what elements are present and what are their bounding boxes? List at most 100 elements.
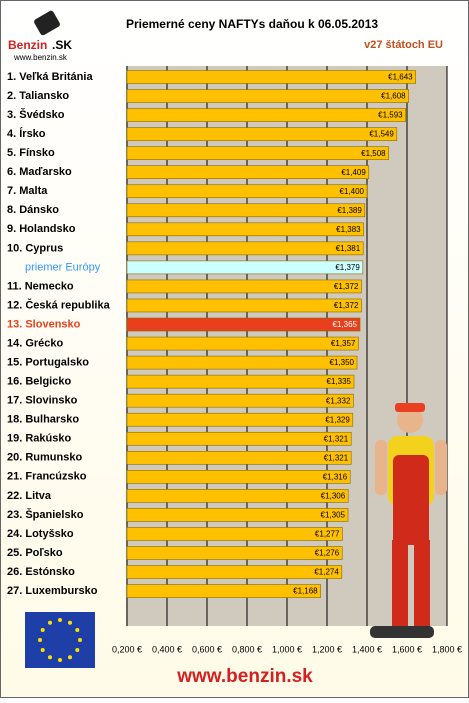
mascot-cap bbox=[395, 403, 425, 412]
bar bbox=[126, 241, 364, 256]
bar bbox=[126, 450, 352, 465]
y-tick-label: 18. Bulharsko bbox=[7, 414, 79, 426]
y-tick-label: 17. Slovinsko bbox=[7, 395, 78, 407]
bar bbox=[126, 489, 349, 503]
star bbox=[78, 638, 82, 642]
star bbox=[75, 628, 80, 632]
value-label: €1,593 bbox=[378, 111, 403, 120]
value-label: €1,643 bbox=[388, 73, 413, 82]
x-tick-label: 0,400 € bbox=[152, 644, 182, 654]
y-tick-label: 6. Maďarsko bbox=[7, 166, 72, 178]
y-tick-label: 27. Luxembursko bbox=[7, 585, 98, 597]
value-label: €1,335 bbox=[327, 377, 352, 386]
x-tick-label: 1,200 € bbox=[312, 644, 342, 654]
y-tick-label: 20. Rumunsko bbox=[7, 452, 82, 464]
value-label: €1,372 bbox=[334, 282, 359, 291]
bar bbox=[126, 146, 389, 160]
bar bbox=[126, 336, 359, 351]
value-label: €1,409 bbox=[341, 168, 366, 177]
star bbox=[38, 638, 42, 642]
bar bbox=[126, 165, 370, 179]
bar bbox=[126, 203, 366, 218]
mascot-arm bbox=[375, 440, 387, 495]
bar bbox=[126, 260, 364, 275]
mascot-head bbox=[397, 407, 423, 433]
y-tick-label: 26. Estónsko bbox=[7, 566, 75, 578]
bar bbox=[126, 412, 354, 427]
value-label: €1,332 bbox=[326, 396, 351, 405]
y-tick-label: 10. Cyprus bbox=[7, 242, 63, 254]
star bbox=[68, 655, 72, 660]
y-tick-label: 19. Rakúsko bbox=[7, 433, 71, 445]
bar bbox=[126, 565, 343, 579]
value-label: €1,168 bbox=[293, 587, 318, 596]
mascot-shoes bbox=[370, 626, 434, 638]
bar bbox=[126, 546, 343, 560]
value-label: €1,316 bbox=[323, 472, 348, 481]
x-tick-label: 0,600 € bbox=[192, 644, 222, 654]
y-tick-label: 8. Dánsko bbox=[7, 204, 59, 216]
x-tick-label: 1,000 € bbox=[272, 644, 302, 654]
bar bbox=[126, 279, 362, 294]
bar bbox=[126, 393, 354, 408]
bar bbox=[126, 70, 416, 84]
bar bbox=[126, 508, 349, 522]
y-tick-label: 9. Holandsko bbox=[7, 223, 76, 235]
logo: Benzin .SK www.benzin.sk bbox=[8, 10, 72, 62]
bar bbox=[126, 431, 352, 446]
eu-flag bbox=[25, 612, 95, 668]
bar bbox=[126, 317, 361, 332]
bar bbox=[126, 89, 409, 103]
bar bbox=[126, 222, 364, 237]
value-label: €1,306 bbox=[321, 491, 346, 500]
value-label: €1,400 bbox=[340, 187, 365, 196]
x-tick-label: 1,800 € bbox=[432, 644, 462, 654]
mascot-leg bbox=[392, 540, 408, 630]
value-label: €1,608 bbox=[381, 92, 406, 101]
x-tick-label: 0,200 € bbox=[112, 644, 142, 654]
y-tick-label: 23. Španielsko bbox=[7, 508, 84, 521]
star bbox=[68, 620, 72, 625]
value-label: €1,350 bbox=[330, 358, 355, 367]
footer: www.benzin.sk bbox=[176, 666, 313, 687]
y-tick-label: 21. Francúzsko bbox=[7, 471, 87, 483]
y-tick-label: 7. Malta bbox=[7, 185, 48, 197]
value-label: €1,321 bbox=[324, 434, 349, 443]
logo-brand: Benzin bbox=[8, 38, 47, 52]
logo-url: www.benzin.sk bbox=[13, 53, 68, 62]
bar bbox=[126, 527, 343, 541]
bar bbox=[126, 184, 368, 199]
value-label: €1,365 bbox=[333, 320, 358, 329]
x-tick-label: 0,800 € bbox=[232, 644, 262, 654]
bar bbox=[126, 374, 355, 389]
chart-subtitle: v27 štátoch EU bbox=[364, 39, 443, 51]
y-tick-label: 13. Slovensko bbox=[7, 318, 81, 330]
y-tick-label: 24. Lotyšsko bbox=[7, 528, 74, 540]
star bbox=[48, 655, 52, 660]
mascot-overalls bbox=[393, 455, 429, 545]
logo-icon bbox=[34, 10, 60, 36]
bar bbox=[126, 470, 351, 484]
value-label: €1,277 bbox=[315, 530, 340, 539]
y-tick-label: 25. Poľsko bbox=[7, 547, 63, 559]
y-tick-label: 2. Taliansko bbox=[7, 90, 69, 102]
bar bbox=[126, 108, 406, 122]
value-label: €1,549 bbox=[369, 130, 394, 139]
star bbox=[40, 648, 45, 652]
y-tick-label: 1. Veľká Británia bbox=[7, 71, 93, 83]
y-tick-label: 22. Litva bbox=[7, 490, 52, 502]
value-label: €1,379 bbox=[335, 263, 360, 272]
value-label: €1,305 bbox=[321, 511, 346, 520]
mascot bbox=[370, 403, 447, 638]
value-label: €1,383 bbox=[336, 225, 361, 234]
y-tick-label: priemer Európy bbox=[25, 261, 101, 273]
y-tick-label: 14. Grécko bbox=[7, 337, 64, 349]
y-tick-label: 12. Česká republika bbox=[7, 298, 111, 311]
value-label: €1,372 bbox=[334, 301, 359, 310]
bar bbox=[126, 298, 362, 313]
y-tick-label: 15. Portugalsko bbox=[7, 357, 89, 369]
bar bbox=[126, 127, 398, 141]
y-tick-label: 5. Fínsko bbox=[7, 147, 55, 159]
mascot-arm bbox=[435, 440, 447, 495]
star bbox=[75, 648, 80, 652]
